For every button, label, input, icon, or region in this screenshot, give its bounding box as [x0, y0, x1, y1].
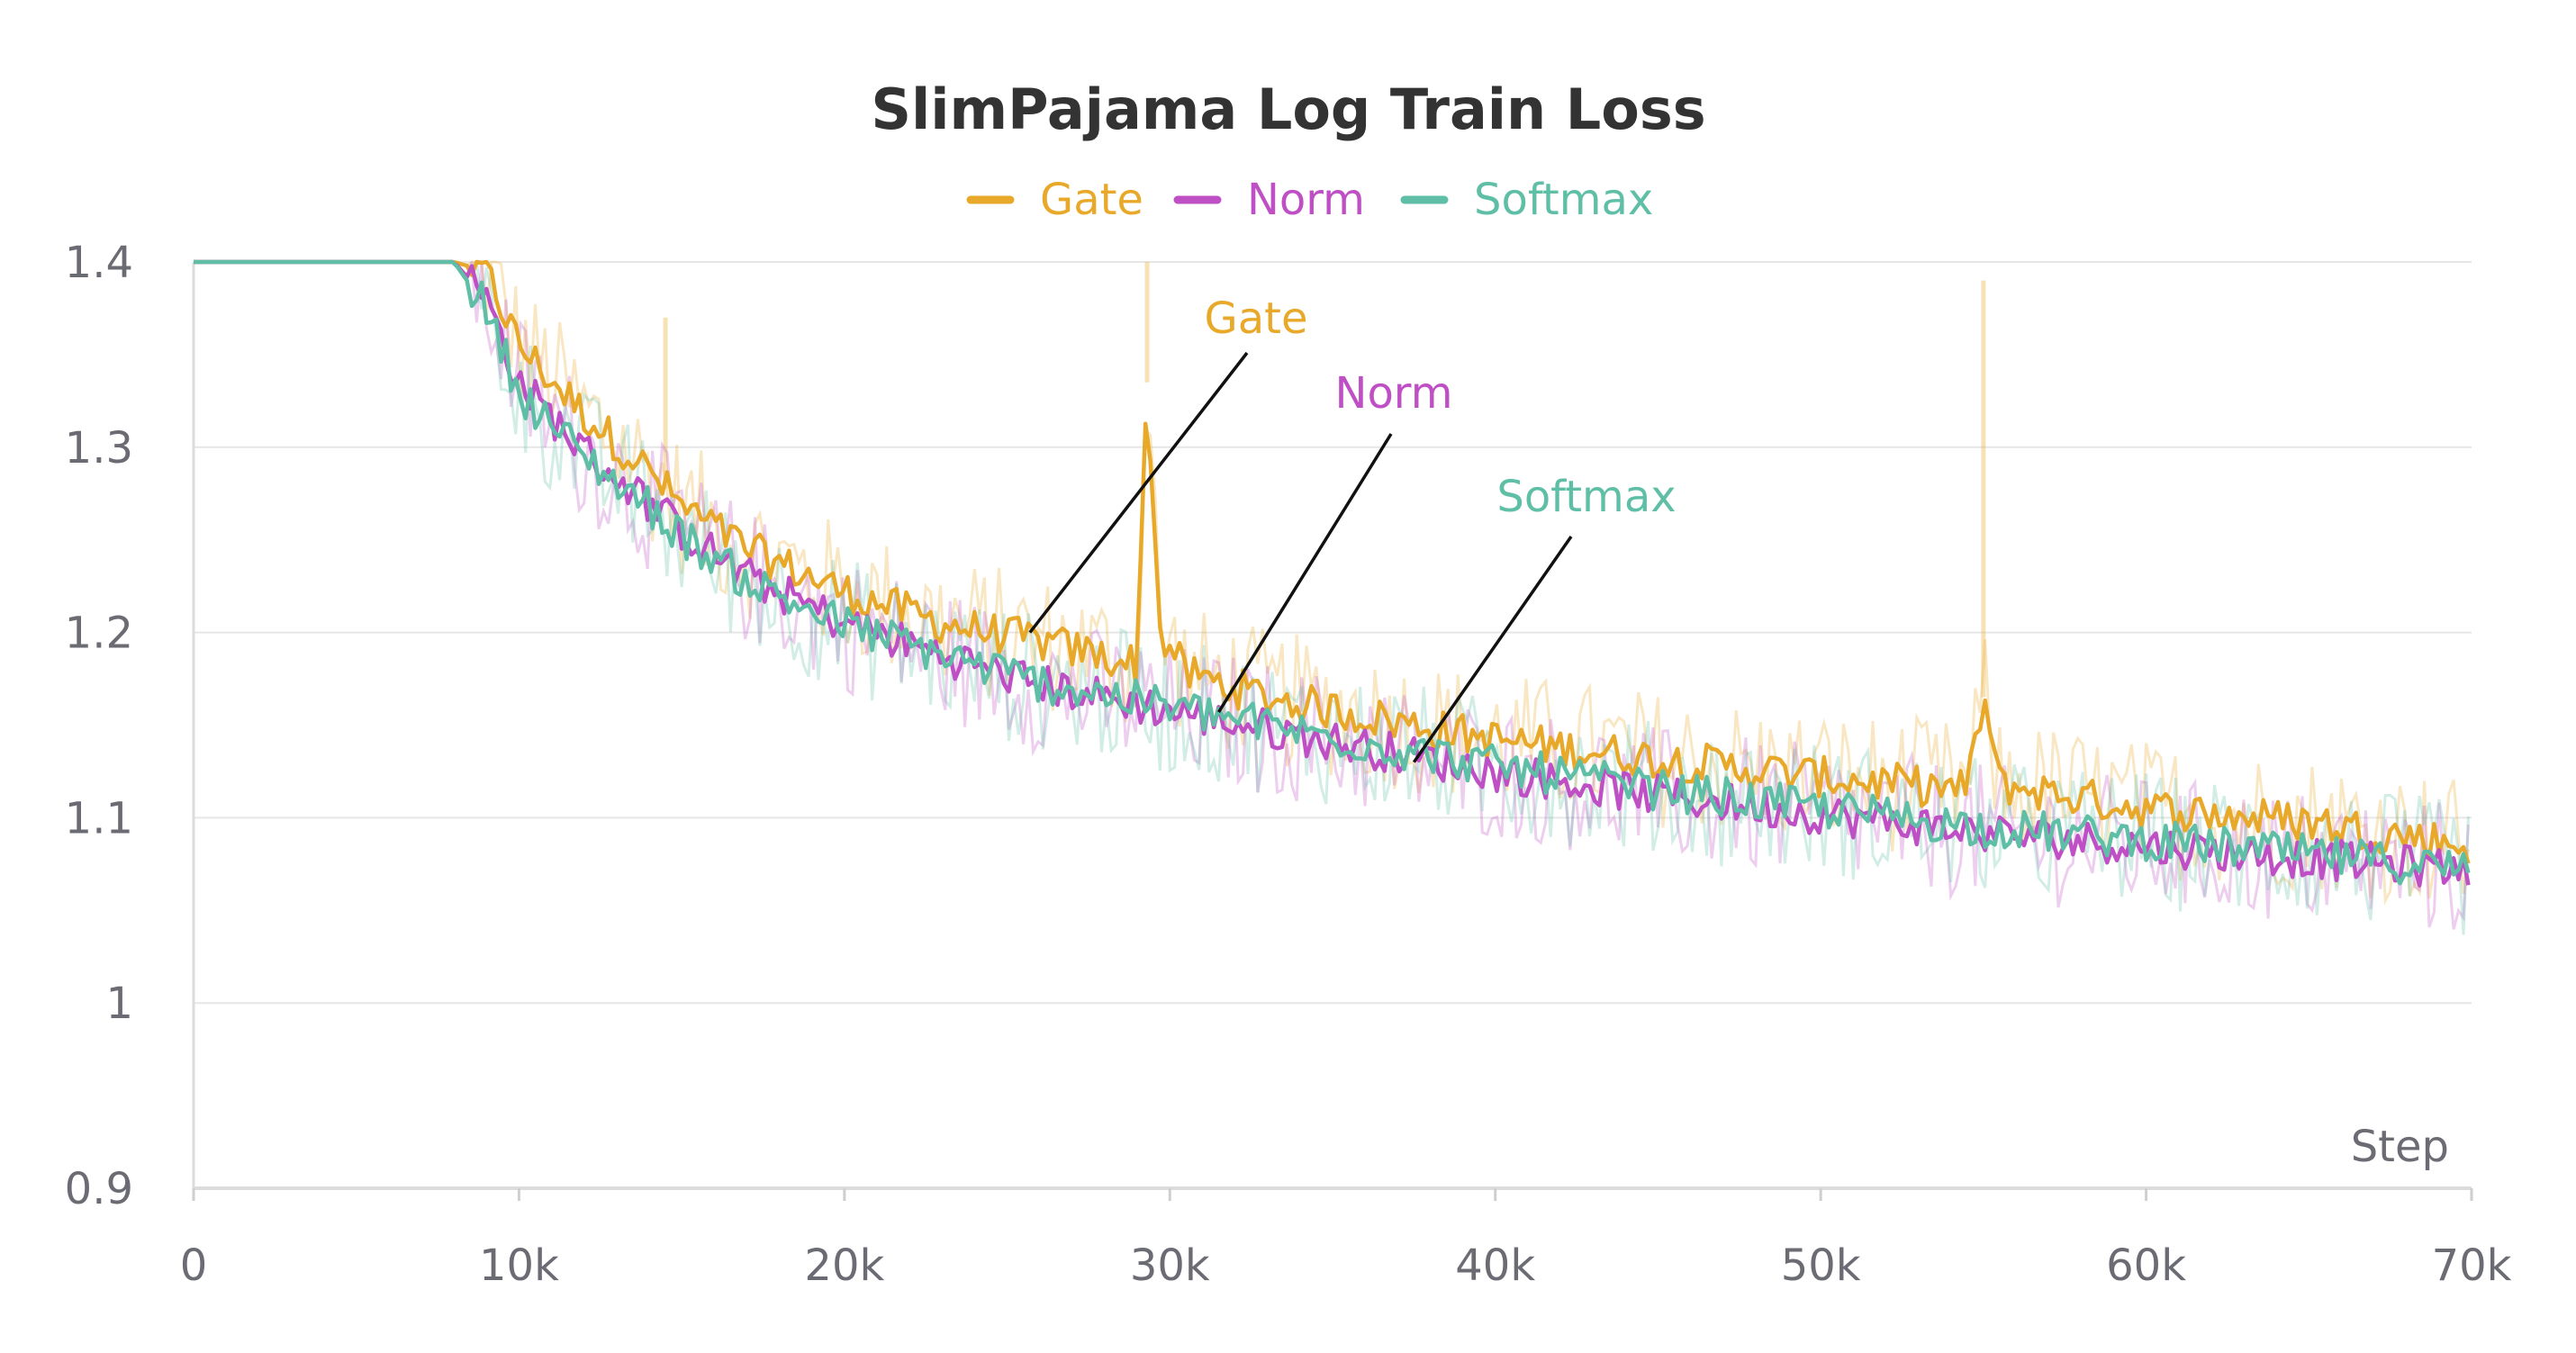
y-tick-label: 1.1	[65, 793, 133, 843]
y-tick-label: 0.9	[65, 1164, 133, 1214]
x-tick-label: 10k	[479, 1240, 559, 1291]
y-tick-label: 1.2	[65, 609, 133, 659]
series-band-gate	[194, 260, 2470, 907]
x-tick-label: 20k	[804, 1240, 884, 1291]
annotation-norm-label: Norm	[1335, 368, 1453, 419]
series-lines	[194, 259, 2471, 888]
series-line-softmax	[194, 259, 2471, 886]
annotation-gate-label: Gate	[1205, 293, 1308, 344]
y-tick-label: 1	[105, 979, 133, 1029]
annotation-norm-leader	[1217, 433, 1393, 714]
x-tick-label: 70k	[2432, 1240, 2512, 1291]
annotation-gate-leader	[1028, 351, 1249, 634]
legend-item-softmax[interactable]: Softmax	[1400, 175, 1653, 225]
x-tick-label: 30k	[1130, 1240, 1210, 1291]
x-tick-label: 60k	[2106, 1240, 2186, 1291]
legend[interactable]: Gate Norm Softmax	[966, 175, 1653, 225]
chart-title: SlimPajama Log Train Loss	[871, 77, 1705, 142]
series-line-gate	[194, 259, 2471, 864]
annotations: Gate Norm Softmax	[1028, 293, 1677, 763]
y-tick-label: 1.4	[65, 238, 133, 288]
x-tick-label: 40k	[1455, 1240, 1535, 1291]
annotation-softmax-leader	[1412, 535, 1573, 763]
legend-label: Softmax	[1474, 175, 1653, 225]
legend-label: Norm	[1247, 175, 1365, 225]
y-tick-label: 1.3	[65, 423, 133, 474]
x-tick-label: 0	[180, 1240, 208, 1291]
axes: 0.9 1 1.1 1.2 1.3 1.4 0 10k 20k 30k 40k 50k 60k 70k	[65, 238, 2512, 1291]
grid	[194, 261, 2472, 1005]
legend-item-gate[interactable]: Gate	[966, 175, 1143, 225]
x-tick-label: 50k	[1781, 1240, 1861, 1291]
legend-item-norm[interactable]: Norm	[1173, 175, 1365, 225]
legend-label: Gate	[1040, 175, 1143, 225]
x-axis-label: Step	[2351, 1122, 2449, 1172]
annotation-softmax-label: Softmax	[1496, 472, 1676, 522]
